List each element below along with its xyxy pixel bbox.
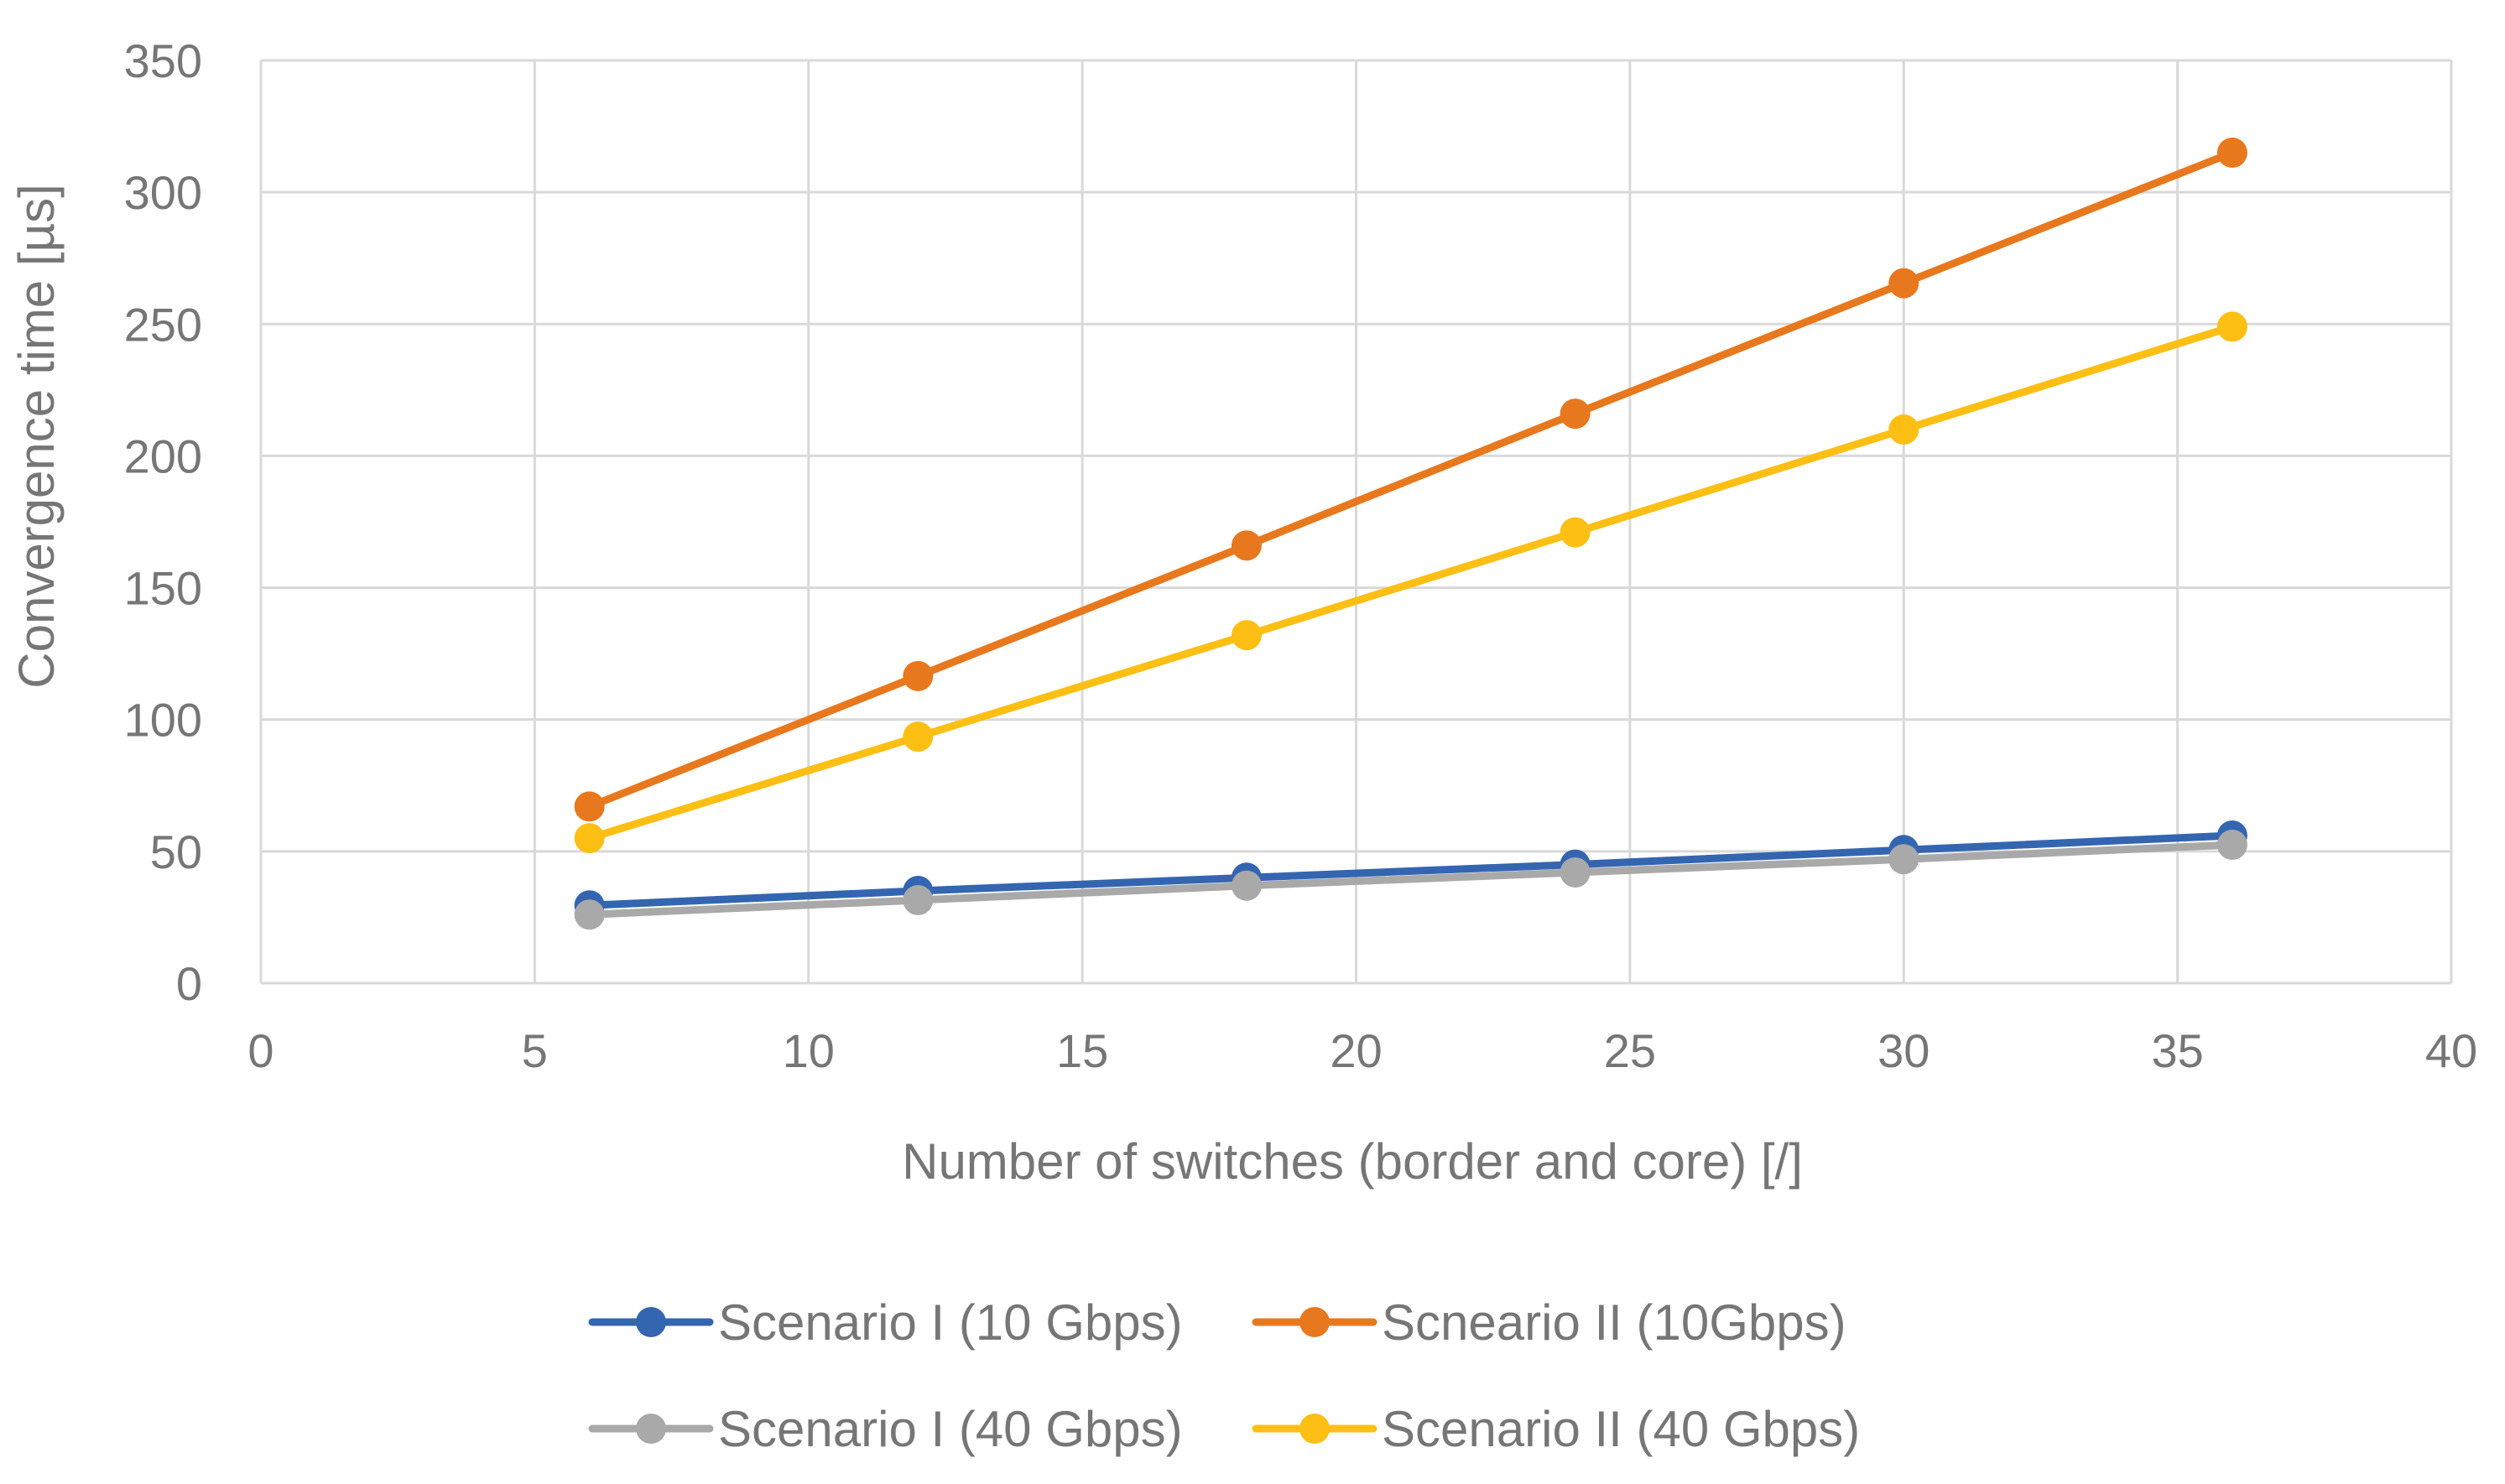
legend-marker (1299, 1414, 1330, 1444)
y-tick-label: 350 (124, 34, 202, 87)
series-line (586, 148, 2237, 810)
data-point (903, 660, 934, 691)
x-tick-label: 15 (1056, 1024, 1108, 1077)
y-tick-label: 250 (124, 298, 202, 351)
data-point (1888, 414, 1919, 445)
x-tick-label: 30 (1877, 1024, 1930, 1077)
legend-label: Scenario I (10 Gbps) (718, 1294, 1183, 1351)
legend-label: Scenario I (40 Gbps) (718, 1401, 1183, 1457)
x-tick-label: 0 (247, 1024, 273, 1077)
legend-label: Scneario II (10Gbps) (1382, 1294, 1846, 1351)
x-tick-label: 20 (1330, 1024, 1382, 1077)
y-tick-label: 150 (124, 562, 202, 615)
series-2 (574, 138, 2247, 822)
data-point (1560, 857, 1591, 888)
x-tick-label: 5 (522, 1024, 548, 1077)
data-point (574, 791, 605, 822)
gridlines (259, 59, 2453, 985)
data-point (1888, 268, 1919, 299)
y-axis-title: Convergence time [µs] (8, 184, 65, 689)
data-point (574, 823, 605, 854)
tick-labels: 0 50 100 150 200 250 300 350 0 5 10 15 20 25 30 35 40 (124, 34, 2478, 1077)
legend-item: Scneario II (10Gbps) (1252, 1294, 1846, 1351)
data-point (574, 899, 605, 930)
x-axis-title: Number of switches (border and core) [/] (902, 1133, 1803, 1190)
legend-item: Scenario I (10 Gbps) (588, 1294, 1183, 1351)
data-point (1231, 620, 1262, 651)
y-tick-label: 100 (124, 694, 202, 747)
legend-label: Scenario II (40 Gbps) (1382, 1401, 1860, 1457)
legend-marker (636, 1414, 666, 1444)
y-tick-label: 200 (124, 430, 202, 482)
legend-marker (1299, 1307, 1330, 1337)
data-point (2216, 830, 2247, 860)
data-point (903, 885, 934, 915)
data-point (2216, 138, 2247, 168)
x-tick-label: 40 (2425, 1024, 2477, 1077)
data-point (2216, 311, 2247, 342)
y-tick-label: 300 (124, 166, 202, 219)
series-4 (574, 311, 2247, 854)
legend: Scenario I (10 Gbps) Scneario II (10Gbps)… (588, 1294, 1860, 1457)
x-tick-label: 35 (2151, 1024, 2203, 1077)
y-tick-label: 0 (176, 957, 202, 1010)
data-point (1231, 530, 1262, 561)
data-point (1560, 398, 1591, 430)
data-point (1560, 517, 1591, 548)
series-line (586, 841, 2237, 919)
y-tick-label: 50 (150, 825, 202, 878)
legend-item: Scenario I (40 Gbps) (588, 1401, 1183, 1457)
legend-marker (636, 1307, 666, 1337)
x-tick-label: 25 (1604, 1024, 1656, 1077)
series-line (586, 322, 2237, 842)
series-3 (574, 830, 2247, 930)
series-line (586, 831, 2237, 909)
data-series (574, 138, 2247, 930)
data-point (903, 721, 934, 752)
legend-item: Scenario II (40 Gbps) (1252, 1401, 1860, 1457)
x-tick-label: 10 (783, 1024, 835, 1077)
data-point (1231, 870, 1262, 901)
data-point (1888, 844, 1919, 875)
